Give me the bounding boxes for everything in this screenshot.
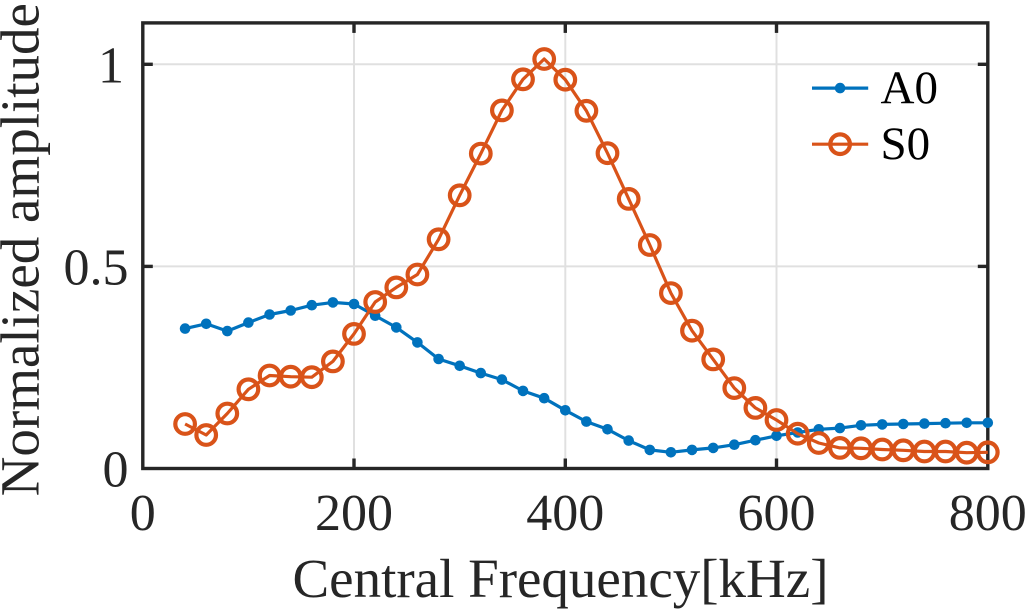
svg-text:Normalized amplitude: Normalized amplitude xyxy=(0,3,50,496)
svg-text:600: 600 xyxy=(738,485,816,542)
svg-text:S0: S0 xyxy=(881,118,931,170)
svg-text:A0: A0 xyxy=(881,62,938,114)
svg-text:400: 400 xyxy=(526,485,604,542)
svg-text:0: 0 xyxy=(130,485,156,542)
svg-text:1: 1 xyxy=(98,37,124,94)
svg-text:800: 800 xyxy=(949,485,1025,542)
svg-text:Central Frequency[kHz]: Central Frequency[kHz] xyxy=(292,548,828,609)
svg-text:0: 0 xyxy=(103,442,129,499)
svg-text:200: 200 xyxy=(315,485,393,542)
svg-text:0.5: 0.5 xyxy=(64,239,129,296)
